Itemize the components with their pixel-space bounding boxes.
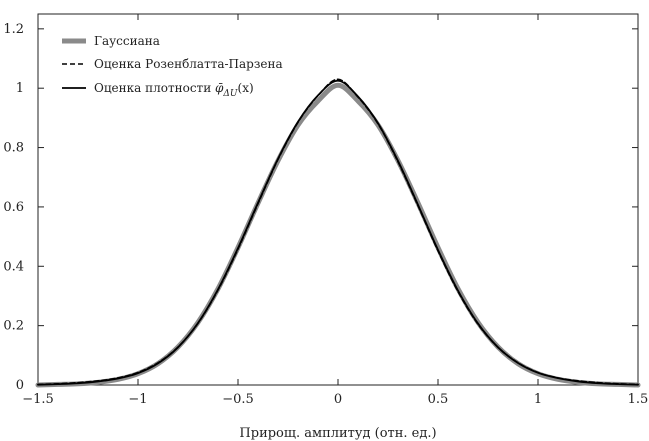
x-tick-label: −1.5 — [22, 392, 54, 407]
legend-label-density: Оценка плотности φ̄ΔU(x) — [94, 81, 254, 99]
y-tick-label: 0.4 — [3, 259, 24, 274]
legend-density-subscript: ΔU — [222, 89, 237, 99]
legend-density-prefix: Оценка плотности — [94, 81, 215, 95]
series-layer — [35, 78, 641, 388]
series-gauss-line — [35, 82, 641, 388]
axis-tick-labels: −1.5 −1 −0.5 0 0.5 1 1.5 0 0.2 0.4 0.6 0.8 1 1.2 — [3, 22, 648, 407]
legend-label-gauss: Гауссиана — [94, 34, 160, 48]
x-tick-label: 1.5 — [628, 392, 649, 407]
y-tick-label: 0 — [16, 378, 24, 393]
y-tick-label: 0.6 — [3, 200, 24, 215]
y-tick-label: 0.2 — [3, 319, 24, 334]
x-axis-label: Прирощ. амплитуд (отн. ед.) — [239, 426, 436, 441]
legend-density-arg: (x) — [238, 81, 254, 95]
y-tick-label: 1 — [16, 81, 24, 96]
x-tick-label: −1 — [128, 392, 147, 407]
y-tick-label: 0.8 — [3, 141, 24, 156]
series-density-line — [37, 79, 639, 386]
x-tick-label: −0.5 — [222, 392, 254, 407]
legend: Гауссиана Оценка Розенблатта-Парзена Оце… — [62, 34, 283, 99]
y-tick-label: 1.2 — [3, 22, 24, 37]
x-tick-label: 0.5 — [428, 392, 449, 407]
x-tick-label: 0 — [334, 392, 342, 407]
legend-label-parzen: Оценка Розенблатта-Парзена — [94, 57, 283, 71]
x-tick-label: 1 — [534, 392, 542, 407]
series-parzen-line — [37, 78, 639, 386]
legend-density-symbol: φ̄ — [215, 81, 224, 95]
